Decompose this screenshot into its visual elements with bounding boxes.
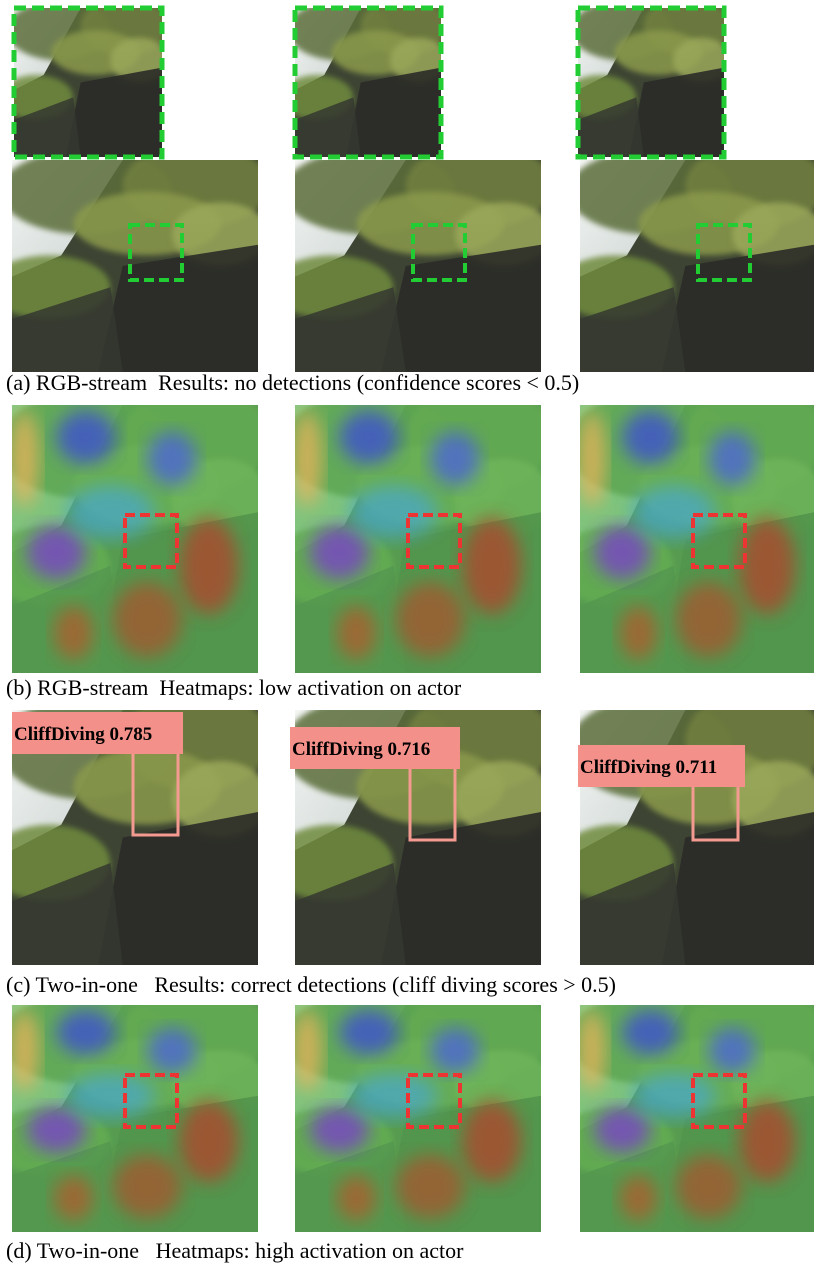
heat-blob [709, 1028, 756, 1073]
heat-blob [27, 1107, 86, 1152]
photo-content [557, 384, 814, 673]
detection-label: CliffDiving 0.716 [292, 739, 430, 760]
heat-blob [631, 485, 715, 539]
photo-content [270, 987, 553, 1232]
heat-blob [56, 410, 115, 464]
heat-blob [739, 1100, 795, 1182]
photo-content [557, 143, 814, 372]
heat-blob [430, 1028, 479, 1073]
heat-blob [54, 1175, 93, 1220]
heat-blob [147, 432, 196, 486]
heat-blob [293, 1010, 323, 1092]
heat-blob [337, 606, 376, 660]
photo [563, 0, 731, 157]
heat-blob [66, 485, 155, 539]
heat-blob [594, 1107, 650, 1152]
heat-blob [10, 410, 40, 506]
photo-content [280, 0, 448, 157]
heat-blob [147, 1028, 196, 1073]
photo-content [557, 987, 814, 1232]
heat-blob [709, 432, 756, 486]
caption: (a) RGB-stream Results: no detections (c… [6, 370, 579, 395]
photo-content [270, 384, 553, 673]
photo [280, 0, 448, 157]
heat-blob [349, 1073, 438, 1118]
heat-blob [310, 1107, 369, 1152]
page: CliffDiving 0.785 CliffDiving 0.716 CliffD… [0, 0, 814, 1271]
heat-blob [10, 1010, 40, 1092]
heat-blob [676, 582, 742, 657]
heat-blob [339, 410, 398, 464]
caption: (d) Two-in-one Heatmaps: high activation… [6, 1238, 464, 1263]
photo [557, 384, 814, 673]
heat-blob [578, 410, 606, 506]
heat-blob [462, 518, 521, 614]
heat-blob [396, 582, 465, 657]
heat-blob [339, 1010, 398, 1055]
heat-blob [594, 526, 650, 580]
detection-label: CliffDiving 0.785 [14, 724, 152, 745]
heat-blob [113, 1155, 182, 1219]
heat-blob [56, 1010, 115, 1055]
heat-blob [578, 1010, 606, 1092]
heat-blob [462, 1100, 521, 1182]
photo-content [0, 384, 270, 673]
photo [557, 987, 814, 1232]
heat-blob [179, 1100, 238, 1182]
photo [270, 987, 553, 1232]
photo-content [557, 690, 814, 965]
caption: (c) Two-in-one Results: correct detectio… [6, 972, 616, 997]
photo-content [0, 0, 169, 157]
heat-blob [620, 606, 657, 660]
heat-blob [622, 1010, 678, 1055]
heat-blob [349, 485, 438, 539]
heat-blob [66, 1073, 155, 1118]
heat-blob [739, 518, 795, 614]
heat-blob [27, 526, 86, 580]
heat-blob [396, 1155, 465, 1219]
heat-blob [113, 582, 182, 657]
photo [0, 384, 270, 673]
figure: CliffDiving 0.785 CliffDiving 0.716 CliffD… [0, 0, 814, 1271]
heat-blob [54, 606, 93, 660]
heat-blob [631, 1073, 715, 1118]
photo-content [0, 987, 270, 1232]
heat-blob [430, 432, 479, 486]
caption: (b) RGB-stream Heatmaps: low activation … [6, 675, 462, 700]
photo [0, 0, 169, 157]
heat-blob [293, 410, 323, 506]
heat-blob [179, 518, 238, 614]
heat-blob [620, 1175, 657, 1220]
heat-blob [676, 1155, 742, 1219]
photo [0, 987, 270, 1232]
detection-label: CliffDiving 0.711 [580, 757, 717, 778]
photo [0, 143, 270, 372]
photo [270, 384, 553, 673]
photo [557, 143, 814, 372]
photo [557, 690, 814, 965]
heat-blob [337, 1175, 376, 1220]
heat-blob [622, 410, 678, 464]
heat-blob [310, 526, 369, 580]
photo-content [0, 143, 270, 372]
photo-content [563, 0, 731, 157]
